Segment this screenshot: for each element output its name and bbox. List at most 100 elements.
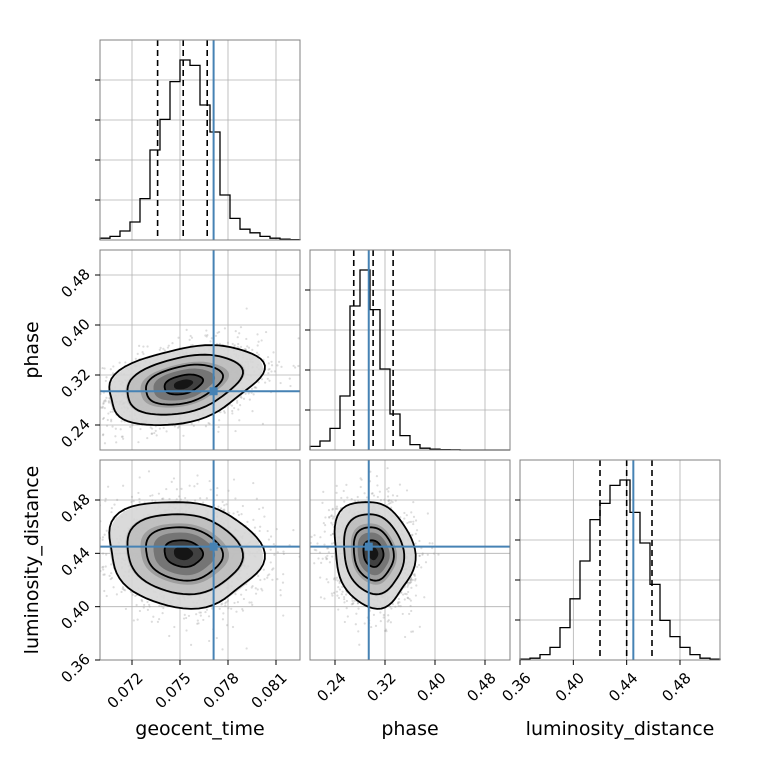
panel-luminosity-distance-vs-phase — [310, 460, 510, 660]
sample-point — [110, 563, 113, 566]
sample-point — [131, 593, 134, 596]
sample-point — [223, 509, 226, 512]
sample-point — [232, 512, 235, 515]
sample-point — [414, 577, 417, 581]
sample-point — [391, 603, 395, 606]
sample-point — [217, 430, 220, 433]
sample-point — [208, 422, 211, 425]
sample-point — [270, 360, 273, 363]
sample-point — [355, 612, 358, 615]
sample-point — [86, 542, 88, 544]
sample-point — [410, 578, 413, 581]
sample-point — [163, 349, 166, 352]
sample-point — [111, 410, 114, 413]
sample-point — [418, 625, 421, 628]
sample-point — [103, 442, 107, 445]
sample-point — [225, 601, 228, 604]
sample-point — [101, 536, 105, 539]
sample-point — [282, 552, 285, 556]
sample-point — [189, 334, 192, 338]
sample-point — [221, 648, 224, 651]
sample-point — [114, 435, 117, 438]
sample-point — [92, 381, 94, 383]
sample-point — [267, 368, 270, 371]
sample-point — [187, 614, 191, 618]
sample-point — [267, 372, 270, 375]
sample-point — [330, 521, 333, 524]
sample-point — [275, 528, 278, 531]
sample-point — [343, 620, 346, 624]
sample-point — [254, 587, 257, 590]
sample-point — [221, 500, 224, 503]
sample-point — [413, 573, 416, 576]
sample-point — [417, 563, 421, 567]
sample-point — [269, 535, 273, 538]
sample-point — [59, 531, 61, 533]
sample-point — [129, 425, 132, 428]
sample-point — [260, 339, 263, 342]
sample-point — [108, 574, 111, 578]
sample-point — [250, 601, 253, 604]
sample-point — [177, 336, 180, 339]
sample-point — [266, 377, 269, 380]
sample-point — [160, 605, 163, 608]
sample-point — [110, 418, 113, 421]
sample-point — [337, 608, 340, 611]
sample-point — [389, 621, 392, 624]
sample-point — [352, 601, 355, 605]
sample-point — [324, 556, 327, 559]
sample-point — [279, 588, 282, 592]
sample-point — [259, 578, 262, 582]
sample-point — [321, 501, 324, 504]
sample-point — [208, 639, 211, 643]
sample-point — [214, 334, 218, 337]
sample-point — [261, 589, 264, 592]
sample-point — [331, 555, 334, 558]
sample-point — [273, 370, 277, 373]
sample-point — [59, 445, 61, 447]
sample-point — [107, 400, 110, 403]
sample-point — [387, 619, 390, 622]
hist-geocent-time-step — [99, 59, 301, 241]
sample-point — [279, 381, 282, 385]
sample-point — [372, 494, 376, 497]
sample-point — [199, 497, 202, 500]
sample-point — [104, 565, 107, 568]
sample-point — [136, 352, 139, 355]
sample-point — [390, 607, 393, 610]
sample-point — [170, 480, 173, 483]
sample-point — [195, 613, 198, 616]
sample-point — [345, 599, 349, 603]
sample-point — [329, 534, 333, 537]
sample-point — [266, 355, 270, 359]
sample-point — [255, 351, 259, 354]
sample-point — [114, 427, 117, 430]
sample-point — [261, 422, 265, 425]
sample-point — [97, 387, 99, 389]
sample-point — [403, 517, 406, 520]
sample-point — [154, 429, 157, 432]
sample-point — [215, 494, 219, 497]
sample-point — [233, 601, 236, 605]
sample-point — [231, 409, 234, 413]
sample-point — [332, 515, 335, 518]
sample-point — [250, 586, 253, 589]
sample-point — [338, 588, 341, 591]
sample-point — [372, 613, 376, 616]
sample-point — [342, 489, 345, 493]
sample-point — [421, 553, 424, 556]
sample-point — [226, 599, 230, 602]
sample-point — [231, 342, 234, 346]
sample-point — [227, 607, 230, 610]
sample-point — [183, 613, 186, 617]
sample-point — [305, 353, 307, 355]
sample-point — [175, 488, 179, 491]
sample-point — [103, 406, 106, 410]
sample-point — [254, 592, 258, 595]
sample-point — [135, 603, 138, 607]
sample-point — [216, 486, 219, 490]
sample-point — [251, 584, 254, 588]
sample-point — [94, 417, 96, 419]
sample-point — [146, 345, 149, 348]
